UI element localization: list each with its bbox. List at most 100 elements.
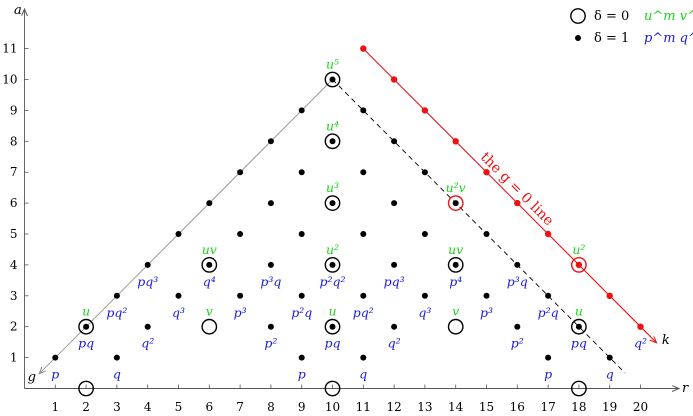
legend-expression-label: p^m q^n (644, 31, 693, 46)
blue-point-label: p²q (538, 305, 559, 320)
green-point-label: v (206, 304, 213, 319)
dot-marker (329, 200, 336, 207)
blue-point-label: p³ (234, 305, 247, 320)
marks (52, 45, 644, 397)
left-edge-line (40, 79, 333, 374)
green-point-label: u² (572, 242, 585, 257)
dot-marker (175, 231, 182, 237)
dot-marker (237, 169, 244, 176)
y-tick-label: 1 (10, 351, 18, 365)
dot-marker (514, 261, 521, 268)
x-tick-label: 3 (113, 400, 121, 414)
green-point-label: u (328, 304, 336, 319)
ring-marker (78, 318, 95, 335)
dot-marker (329, 138, 336, 145)
dot-marker (83, 323, 90, 330)
dot-marker (483, 292, 490, 299)
blue-point-label: p (298, 367, 306, 382)
x-tick-label: 15 (479, 400, 494, 414)
legend-delta-label: δ = 1 (594, 31, 629, 46)
blue-point-label: pq³ (384, 274, 405, 289)
dot-marker (206, 200, 213, 207)
blue-point-label: q² (634, 336, 647, 351)
dot-marker (391, 323, 398, 330)
x-tick-label: 9 (298, 400, 306, 414)
blue-point-label: pq² (353, 305, 374, 320)
dot-marker (267, 323, 274, 330)
dot-marker (360, 231, 367, 237)
green-point-label: uv (448, 242, 463, 257)
x-tick-label: 1 (51, 400, 59, 414)
green-point-label: uv (202, 242, 217, 257)
axes: 1 2 3 4 5 6 7 8 9 10 11 12 13 14 15 16 17 18 19 20123456789… (2, 3, 689, 414)
ring-marker (78, 380, 95, 397)
y-tick-label: 7 (10, 165, 18, 179)
red-ring-marker (447, 195, 464, 212)
legend-delta-label: δ = 0 (594, 9, 629, 24)
blue-point-label: q³ (418, 305, 431, 320)
blue-point-label: pq² (106, 305, 127, 320)
x-tick-label: 12 (386, 400, 401, 414)
dot-marker (545, 292, 552, 299)
red-dot-marker (421, 107, 429, 114)
k-direction-label: k (662, 333, 670, 348)
x-tick-label: 4 (144, 400, 152, 414)
x-tick-label: 16 (510, 400, 525, 414)
g-direction-label: g (28, 370, 36, 385)
y-tick-label: 4 (10, 258, 18, 272)
dot-marker (267, 261, 274, 268)
ring-marker (324, 195, 341, 212)
red-dot-marker (390, 76, 398, 83)
dot-marker (175, 292, 182, 299)
ring-marker (571, 318, 587, 335)
y-tick-label: 5 (10, 227, 18, 241)
blue-point-label: p²q (291, 305, 312, 320)
dot-marker (329, 261, 336, 268)
dot-marker (360, 107, 367, 114)
dot-marker (360, 354, 367, 361)
dashed-line (332, 79, 626, 374)
dot-marker (113, 292, 120, 299)
ring-marker (324, 380, 341, 397)
green-point-label: u⁵ (326, 57, 339, 72)
green-point-label: u² (326, 242, 339, 257)
y-tick-label: 6 (10, 196, 18, 210)
dot-marker (545, 354, 552, 361)
blue-point-label: p³q (260, 274, 281, 289)
blue-point-label: p (51, 367, 59, 382)
red-ring-marker (571, 256, 587, 273)
blue-point-label: q² (141, 336, 154, 351)
x-tick-label: 18 (571, 400, 586, 414)
legend-expression-label: u^m v^n (644, 9, 693, 24)
red-dot-marker (606, 292, 613, 299)
x-tick-label: 10 (325, 400, 340, 414)
x-tick-label: 6 (205, 400, 213, 414)
dot-marker (606, 354, 613, 361)
green-point-label: u (82, 304, 90, 319)
x-tick-label: 20 (633, 400, 648, 414)
legend: δ = 0 u^m v^n δ = 1 p^m q^n (570, 8, 693, 46)
dot-marker (237, 292, 244, 299)
blue-point-label: p³ (480, 305, 493, 320)
blue-point-label: pq³ (137, 274, 158, 289)
red-dot-marker (483, 169, 490, 176)
y-tick-label: 2 (10, 320, 18, 334)
dot-marker (360, 292, 367, 299)
red-dot-marker (637, 323, 644, 330)
green-point-label: u (575, 304, 583, 319)
red-dot-marker (452, 138, 459, 145)
dot-marker (298, 169, 305, 176)
dot-marker (237, 231, 244, 237)
red-dot-marker (544, 230, 552, 238)
dot-marker (329, 323, 336, 330)
blue-point-label: q⁴ (203, 274, 216, 289)
blue-point-label: q² (388, 336, 401, 351)
legend-dot-symbol (575, 35, 581, 41)
blue-point-label: p (544, 367, 552, 382)
ring-marker (324, 256, 341, 273)
dot-marker (575, 323, 582, 330)
dot-marker (391, 200, 398, 207)
dot-marker (298, 354, 305, 361)
x-axis-label: r (682, 381, 689, 396)
y-axis-label: a (14, 3, 22, 18)
